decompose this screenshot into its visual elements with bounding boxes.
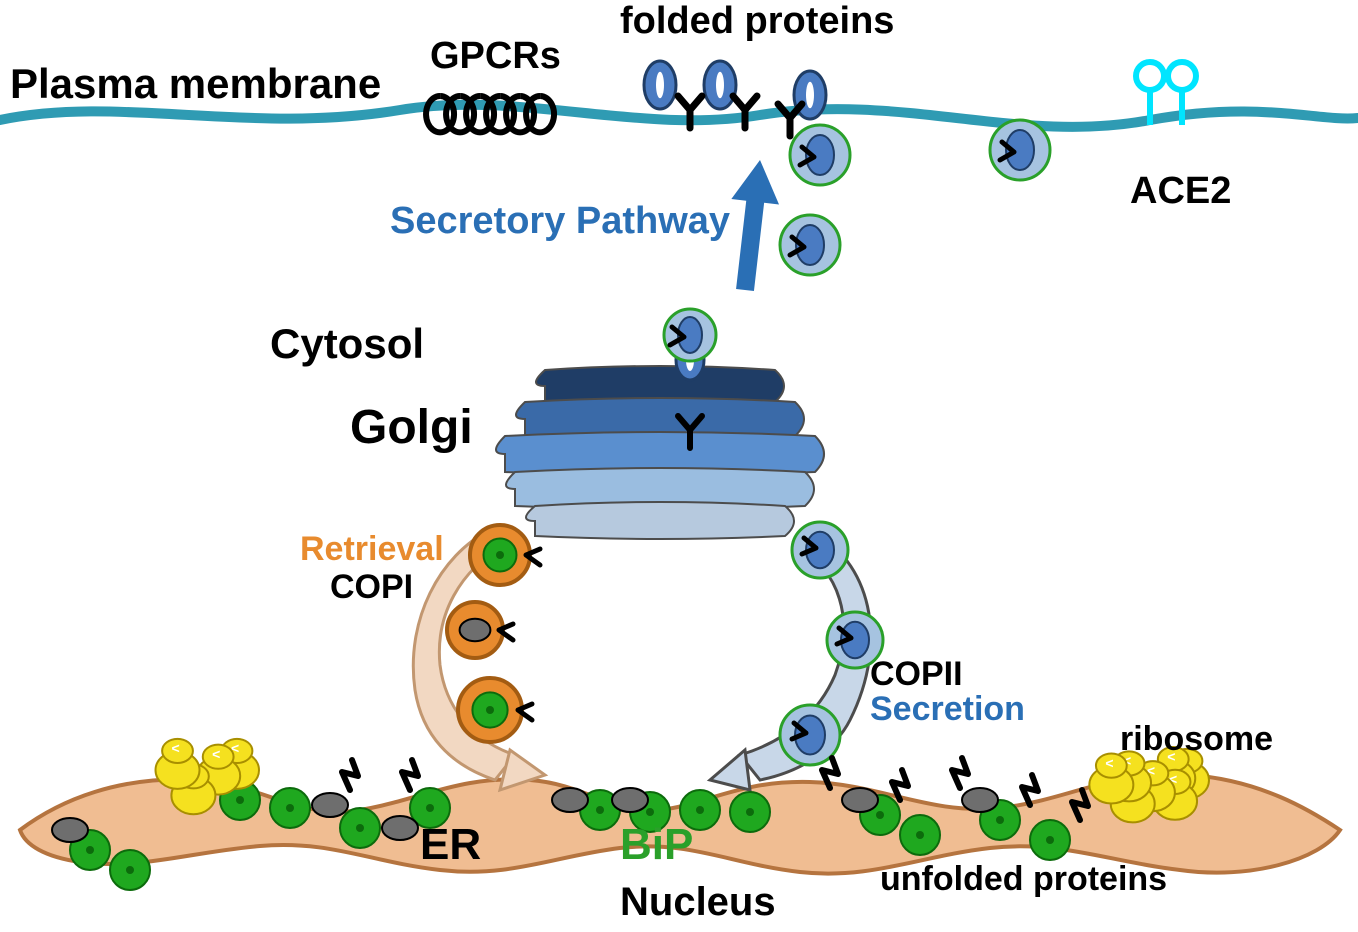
ace2-head-1 [1168,62,1196,90]
label-gpcrs: GPCRs [430,35,561,78]
copi-vesicle-bip-dot-2 [486,706,494,714]
label-folded-proteins: folded proteins [620,0,894,43]
copii-secretion-arrowhead [710,750,750,790]
bip-chaperone-dot-12 [996,816,1004,824]
bip-chaperone-dot-7 [646,808,654,816]
membrane-folded-protein-slit-2 [806,82,814,108]
er-cargo-oval-2 [382,816,418,840]
label-ribosome: ribosome [1120,720,1273,759]
label-secretory-pathway: Secretory Pathway [390,200,730,243]
label-secretion: Secretion [870,690,1025,729]
label-plasma-membrane: Plasma membrane [10,60,381,108]
label-cytosol: Cytosol [270,320,424,368]
membrane-folded-protein-slit-0 [656,72,664,98]
ribosome-1-6-mark: < [1105,755,1113,771]
ace2-head-0 [1136,62,1164,90]
copi-vesicle-bip-dot-0 [496,551,504,559]
ribosome-0-1-mark: < [212,746,220,762]
bip-chaperone-dot-13 [1046,836,1054,844]
bip-chaperone-dot-11 [916,831,924,839]
bip-chaperone-dot-5 [426,804,434,812]
label-bip: BiP [620,820,693,870]
bip-chaperone-dot-4 [356,824,364,832]
label-ace2: ACE2 [1130,170,1231,213]
plasma-membrane [0,105,1358,127]
er-cargo-oval-1 [312,793,348,817]
bip-chaperone-dot-0 [86,846,94,854]
secretory-pathway-arrow [731,160,779,291]
golgi-cisterna-4 [526,502,794,539]
label-retrieval: Retrieval [300,530,444,569]
label-copii: COPII [870,655,963,694]
er-cargo-oval-0 [52,818,88,842]
membrane-folded-protein-slit-1 [716,72,724,98]
er-cargo-oval-3 [552,788,588,812]
bip-chaperone-dot-6 [596,806,604,814]
unfolded-protein-1 [402,760,418,790]
bip-chaperone-dot-8 [696,806,704,814]
er-cargo-oval-4 [612,788,648,812]
bip-chaperone-dot-1 [126,866,134,874]
unfolded-protein-4 [952,758,968,788]
unfolded-protein-0 [342,760,358,790]
copi-vesicle-cargo-1 [460,619,491,641]
er-cargo-oval-5 [842,788,878,812]
bip-chaperone-dot-3 [286,804,294,812]
label-er: ER [420,820,481,870]
label-unfolded-proteins: unfolded proteins [880,860,1167,899]
label-golgi: Golgi [350,400,473,455]
bip-chaperone-dot-10 [876,811,884,819]
er-cargo-oval-6 [962,788,998,812]
diagram-canvas: <<<<<<<<<<< [0,0,1358,932]
ribosome-0-3-mark: < [172,740,180,756]
label-copi: COPI [330,568,413,607]
label-nucleus: Nucleus [620,880,776,925]
bip-chaperone-dot-9 [746,808,754,816]
bip-chaperone-dot-2 [236,796,244,804]
